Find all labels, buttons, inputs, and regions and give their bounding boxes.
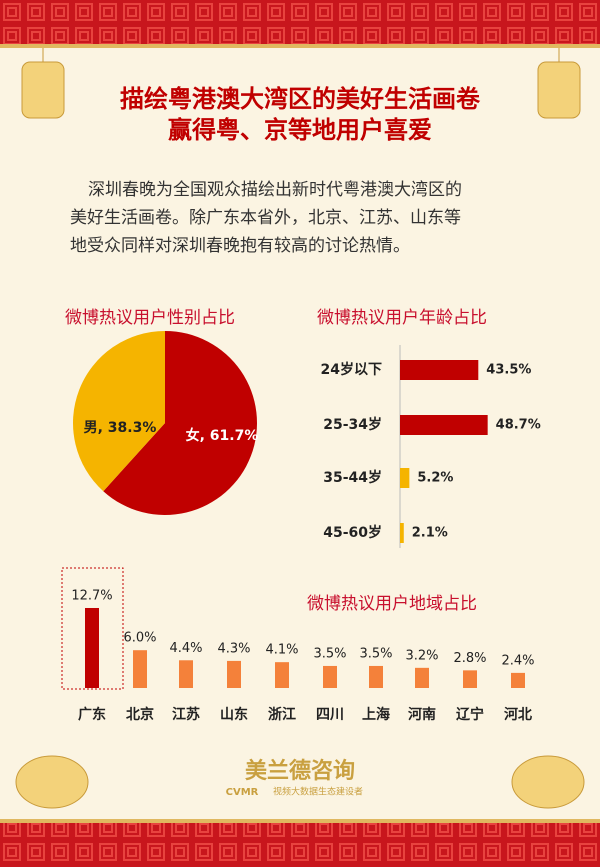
lantern-right bbox=[537, 48, 581, 119]
bar bbox=[133, 650, 147, 688]
bar bbox=[463, 670, 477, 688]
category-label: 山东 bbox=[220, 706, 248, 723]
data-label: 4.1% bbox=[265, 643, 298, 658]
bar bbox=[275, 662, 289, 688]
data-label: 43.5% bbox=[486, 363, 531, 378]
category-label: 35-44岁 bbox=[323, 469, 382, 486]
category-label: 辽宁 bbox=[456, 706, 484, 723]
data-label: 4.4% bbox=[169, 641, 202, 656]
bar bbox=[369, 665, 383, 688]
category-label: 广东 bbox=[78, 706, 106, 723]
category-label: 四川 bbox=[316, 707, 344, 723]
data-label: 5.2% bbox=[417, 471, 453, 486]
category-label: 河北 bbox=[504, 706, 532, 723]
data-label: 2.1% bbox=[412, 526, 448, 541]
bottom-border-line bbox=[0, 819, 600, 823]
pie-slice bbox=[103, 331, 257, 515]
paragraph-line: 深圳春晚为全国观众描绘出新时代粤港澳大湾区的 bbox=[88, 180, 462, 200]
tagline: 视频大数据生态建设者 bbox=[273, 786, 363, 798]
data-label: 12.7% bbox=[71, 588, 112, 603]
category-label: 45-60岁 bbox=[323, 524, 382, 541]
top-border bbox=[0, 0, 600, 44]
category-label: 24岁以下 bbox=[321, 361, 382, 378]
bar bbox=[179, 660, 193, 688]
chart-title: 微博热议用户性别占比 bbox=[65, 308, 235, 328]
category-label: 河南 bbox=[408, 706, 436, 723]
data-label: 女, 61.7% bbox=[186, 427, 259, 444]
data-label: 3.2% bbox=[405, 648, 438, 663]
top-border-line bbox=[0, 44, 600, 48]
bottom-border bbox=[0, 823, 600, 867]
paragraph-line: 美好生活画卷。除广东本省外，北京、江苏、山东等 bbox=[70, 208, 461, 228]
bar bbox=[323, 665, 337, 688]
bar bbox=[400, 468, 410, 488]
bar bbox=[85, 607, 99, 688]
bar bbox=[400, 415, 488, 435]
lantern-left bbox=[21, 48, 65, 119]
category-label: 北京 bbox=[126, 706, 154, 723]
category-label: 25-34岁 bbox=[323, 416, 382, 433]
bar bbox=[415, 667, 429, 688]
pig-right bbox=[511, 755, 585, 809]
data-label: 6.0% bbox=[123, 631, 156, 646]
category-label: 浙江 bbox=[268, 706, 296, 723]
data-label: 3.5% bbox=[313, 646, 346, 661]
data-label: 48.7% bbox=[496, 418, 541, 433]
data-label: 2.4% bbox=[501, 653, 534, 668]
bar bbox=[400, 523, 404, 543]
brand: 美兰德咨询 bbox=[245, 758, 355, 784]
data-label: 男, 38.3% bbox=[84, 420, 157, 436]
paragraph-line: 地受众同样对深圳春晚抱有较高的讨论热情。 bbox=[70, 236, 410, 256]
pie-slice bbox=[73, 331, 165, 492]
bar bbox=[511, 672, 525, 688]
category-label: 上海 bbox=[362, 706, 390, 723]
chart-title: 微博热议用户年龄占比 bbox=[317, 308, 487, 328]
data-label: 2.8% bbox=[453, 651, 486, 666]
bar bbox=[400, 360, 479, 380]
title-line: 赢得粤、京等地用户喜爱 bbox=[168, 116, 432, 144]
bar bbox=[227, 660, 241, 688]
highlight-box bbox=[61, 567, 124, 690]
category-label: 江苏 bbox=[172, 706, 200, 723]
data-label: 4.3% bbox=[217, 641, 250, 656]
chart-title: 微博热议用户地域占比 bbox=[307, 594, 477, 614]
title-line: 描绘粤港澳大湾区的美好生活画卷 bbox=[120, 85, 481, 113]
data-label: 3.5% bbox=[359, 646, 392, 661]
logo: CVMR bbox=[226, 787, 259, 798]
pig-left bbox=[15, 755, 89, 809]
